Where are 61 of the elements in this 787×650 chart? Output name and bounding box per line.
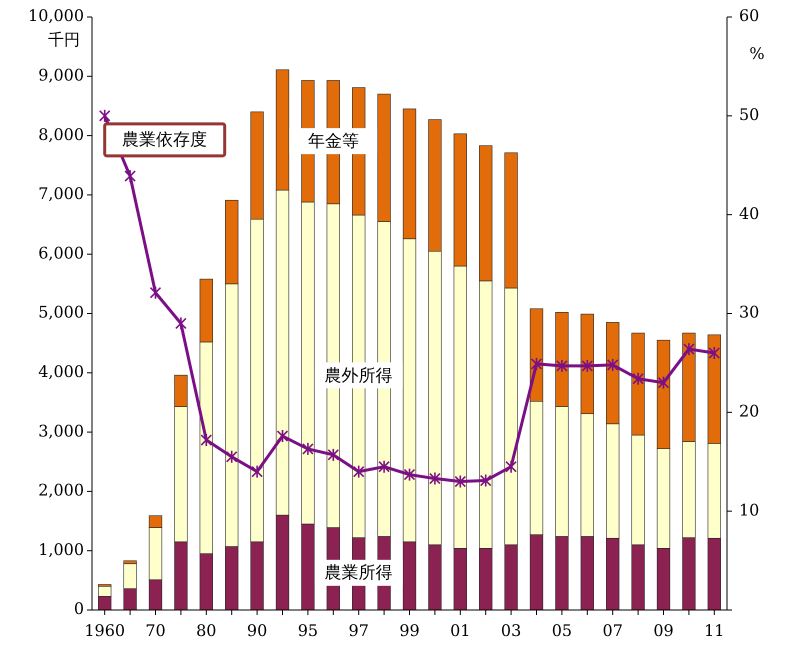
y2-tick-label: 60	[739, 6, 760, 26]
y2-tick-label: 40	[739, 204, 760, 223]
x-tick-label: 95	[298, 621, 318, 640]
point	[276, 429, 288, 443]
y-tick-label: 7,000	[38, 184, 84, 204]
y-tick-label: 9,000	[38, 65, 84, 84]
point	[505, 460, 517, 474]
point	[429, 472, 441, 486]
y2-tick-label: 30	[739, 302, 760, 322]
x-tick-label: 09	[653, 621, 674, 640]
y-tick-label: 5,000	[38, 302, 84, 322]
point	[226, 450, 238, 464]
y-tick-label: 1,000	[38, 540, 84, 559]
point	[251, 464, 263, 478]
x-tick-label: 01	[450, 621, 470, 640]
point	[352, 464, 364, 478]
point	[328, 448, 340, 462]
point	[404, 468, 416, 482]
point	[683, 342, 695, 356]
point	[480, 474, 492, 488]
y-tick-label: 10,000	[28, 6, 84, 26]
point	[556, 359, 568, 373]
y-tick-label: 8,000	[38, 124, 84, 144]
y-tick-label: 3,000	[38, 421, 84, 440]
point	[124, 169, 136, 183]
y2-tick-label: 10	[739, 500, 760, 520]
point	[98, 109, 110, 123]
x-tick-label: 07	[602, 621, 623, 640]
point	[454, 474, 466, 488]
point	[582, 359, 594, 373]
point	[658, 376, 670, 390]
x-tick-label: 1960	[84, 621, 126, 640]
point	[175, 316, 187, 330]
series-label: 農業依存度	[122, 130, 208, 150]
x-tick-label: 99	[399, 621, 420, 640]
series-label: 農外所得	[324, 366, 393, 386]
x-tick-label: 11	[704, 621, 724, 640]
point	[150, 286, 162, 300]
point	[632, 372, 644, 386]
point	[708, 346, 720, 360]
y2-tick-label: 20	[739, 401, 760, 420]
x-tick-label: 03	[500, 621, 522, 640]
y2-tick-label: 50	[739, 104, 760, 124]
y2-axis-title: %	[749, 44, 765, 63]
point	[200, 433, 212, 447]
x-tick-label: 90	[246, 621, 268, 640]
point	[302, 442, 314, 456]
point	[530, 357, 542, 371]
y-tick-label: 0	[74, 599, 84, 618]
y-tick-label: 4,000	[38, 362, 84, 381]
series-label: 年金等	[308, 132, 359, 152]
series-label: 農業所得	[324, 563, 393, 584]
y-axis-title: 千円	[48, 30, 80, 49]
x-tick-label: 97	[348, 621, 369, 640]
y-tick-label: 6,000	[38, 243, 84, 262]
point	[378, 460, 390, 474]
x-tick-label: 05	[552, 621, 572, 640]
x-tick-label: 80	[196, 621, 216, 640]
x-tick-label: 70	[145, 621, 166, 640]
y-tick-label: 2,000	[38, 480, 84, 500]
point	[606, 358, 618, 372]
